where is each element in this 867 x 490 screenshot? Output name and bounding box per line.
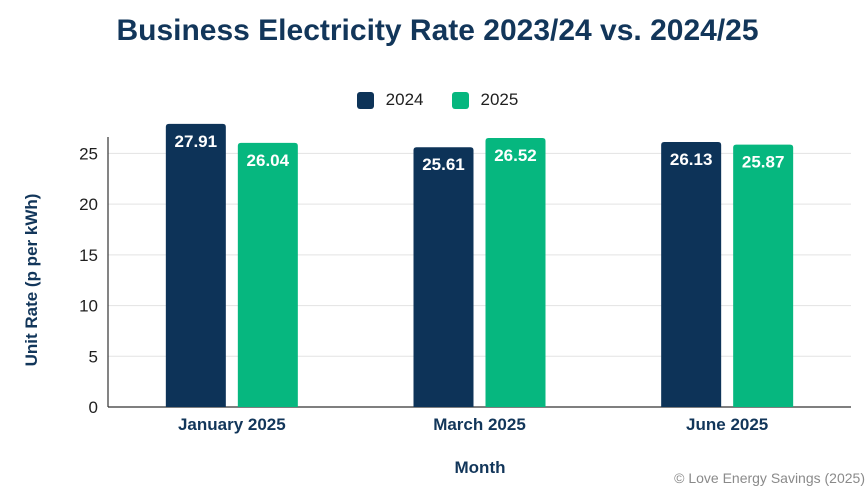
data-label-2025-1: 26.52 (494, 146, 537, 165)
bar-2025-0 (237, 142, 298, 407)
legend: 2024 2025 (0, 90, 867, 110)
x-tick-label-0: January 2025 (178, 415, 286, 434)
legend-item-2025: 2025 (451, 90, 519, 110)
y-tick-label-25: 25 (79, 144, 98, 163)
y-tick-label-5: 5 (89, 347, 98, 366)
legend-swatch-2025 (451, 91, 469, 109)
data-label-2025-0: 26.04 (247, 151, 290, 170)
chart-title: Business Electricity Rate 2023/24 vs. 20… (116, 14, 759, 47)
legend-label-2024: 2024 (385, 90, 424, 109)
x-tick-label-1: March 2025 (433, 415, 526, 434)
bar-2024-0 (165, 123, 226, 408)
legend-label-2025: 2025 (480, 90, 519, 109)
y-tick-label-0: 0 (89, 398, 98, 417)
y-axis-label: Unit Rate (p per kWh) (22, 193, 41, 367)
bar-2025-2 (733, 144, 794, 407)
bar-2024-2 (661, 141, 722, 407)
legend-swatch-2024 (356, 91, 374, 109)
data-label-2024-0: 27.91 (175, 132, 218, 151)
x-tick-label-2: June 2025 (686, 415, 768, 434)
source-credit: © Love Energy Savings (2025) (674, 470, 865, 486)
x-axis-label: Month (454, 458, 506, 477)
bar-2025-1 (485, 138, 546, 408)
y-tick-label-10: 10 (79, 297, 98, 316)
data-label-2024-2: 26.13 (670, 150, 713, 169)
bar-2024-1 (413, 147, 474, 407)
y-tick-label-20: 20 (79, 195, 98, 214)
legend-item-2024: 2024 (356, 90, 424, 110)
data-label-2024-1: 25.61 (422, 155, 465, 174)
data-label-2025-2: 25.87 (742, 153, 785, 172)
y-tick-label-15: 15 (79, 246, 98, 265)
